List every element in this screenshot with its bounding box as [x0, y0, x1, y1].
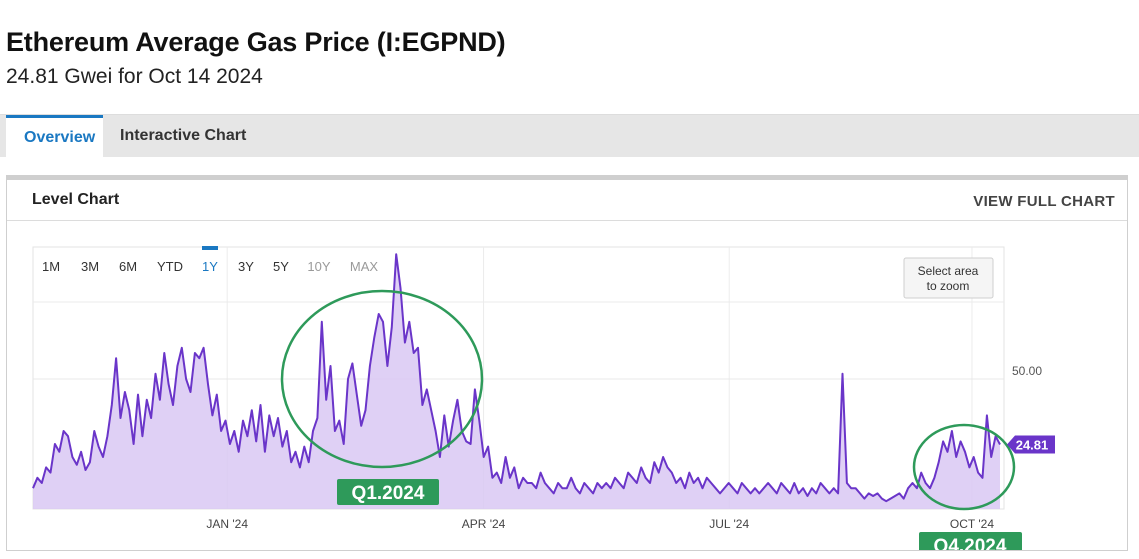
x-tick-label: JAN '24 [206, 517, 248, 531]
range-selected-indicator [202, 246, 218, 250]
x-tick-label: OCT '24 [950, 517, 994, 531]
range-button-5y[interactable]: 5Y [273, 259, 289, 274]
q4-annotation-ellipse [912, 423, 1016, 511]
q4-annotation: Q4.2024 [912, 423, 1022, 550]
range-button-3m[interactable]: 3M [81, 259, 99, 274]
zoom-hint-box[interactable]: Select area to zoom [903, 257, 994, 299]
range-button-ytd[interactable]: YTD [157, 259, 183, 274]
card-title: Level Chart [32, 191, 120, 208]
tab-overview[interactable]: Overview [6, 115, 103, 157]
zoom-hint-line1: Select area [918, 264, 979, 278]
range-button-1m[interactable]: 1M [42, 259, 60, 274]
range-button-1y[interactable]: 1Y [202, 259, 218, 274]
card-header: Level Chart VIEW FULL CHART [7, 180, 1127, 221]
level-chart-card: Level Chart VIEW FULL CHART 1M 3M 6M YTD 1Y 3… [6, 175, 1128, 551]
series-line [32, 253, 1001, 503]
zoom-hint-line2: to zoom [927, 279, 970, 293]
series-area [33, 254, 1000, 509]
range-button-3y[interactable]: 3Y [238, 259, 254, 274]
range-button-max: MAX [350, 259, 379, 274]
q1-annotation-badge [337, 479, 439, 505]
chart-svg[interactable]: 1M 3M 6M YTD 1Y 3Y 5Y 10Y MAX Select area to zoo… [7, 180, 1127, 550]
tab-bar: Overview Interactive Chart [0, 114, 1139, 157]
last-value-badge: 24.81 [1007, 435, 1055, 454]
y-tick-label: 50.00 [1012, 364, 1042, 378]
last-value-label: 24.81 [1016, 437, 1049, 452]
view-full-chart-link[interactable]: VIEW FULL CHART [973, 193, 1115, 210]
current-value-subtitle: 24.81 Gwei for Oct 14 2024 [6, 65, 263, 88]
q1-annotation: Q1.2024 [280, 289, 484, 505]
q4-annotation-label: Q4.2024 [934, 536, 1007, 550]
tab-interactive-chart[interactable]: Interactive Chart [120, 127, 247, 144]
q1-annotation-ellipse [280, 289, 484, 469]
page-title: Ethereum Average Gas Price (I:EGPND) [6, 27, 506, 57]
range-button-6m[interactable]: 6M [119, 259, 137, 274]
q4-annotation-badge [919, 532, 1022, 550]
x-tick-label: APR '24 [462, 517, 506, 531]
q1-annotation-label: Q1.2024 [352, 483, 425, 504]
x-tick-label: JUL '24 [709, 517, 749, 531]
range-button-10y: 10Y [307, 259, 330, 274]
